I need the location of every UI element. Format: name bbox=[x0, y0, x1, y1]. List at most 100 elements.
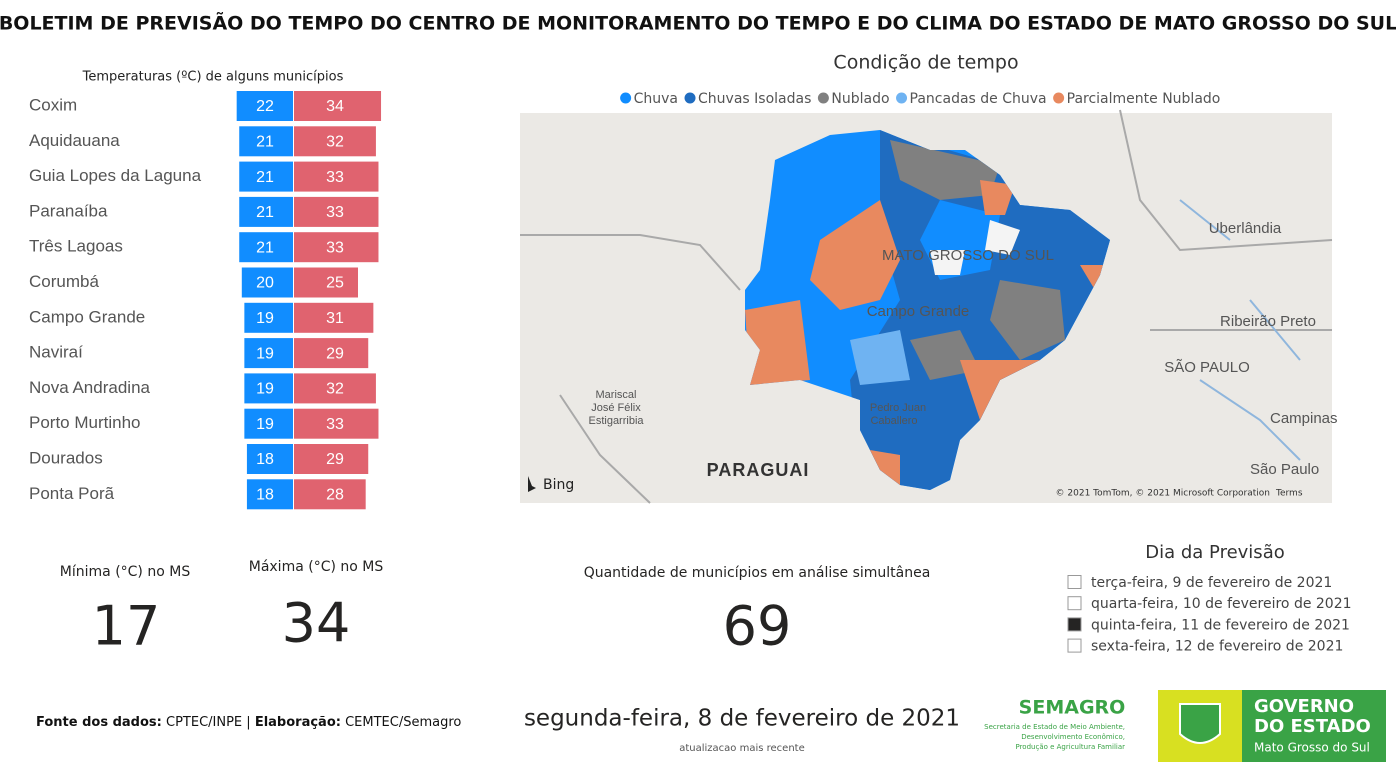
category-label: Guia Lopes da Laguna bbox=[29, 166, 202, 185]
value-label: 21 bbox=[256, 169, 274, 186]
category-label: Três Lagoas bbox=[29, 237, 123, 256]
map-region bbox=[850, 130, 1110, 490]
bar bbox=[294, 232, 379, 263]
bing-icon bbox=[528, 476, 536, 492]
value-label: 33 bbox=[326, 204, 344, 221]
bar bbox=[294, 444, 369, 474]
bar bbox=[241, 267, 293, 298]
map-label: Uberlândia bbox=[1209, 220, 1282, 237]
bar bbox=[294, 91, 382, 121]
category-label: Corumbá bbox=[29, 272, 99, 291]
bar bbox=[244, 302, 293, 333]
bar bbox=[294, 267, 358, 298]
kpi-label: Máxima (°C) no MS bbox=[249, 559, 384, 575]
governo-text: DO ESTADO bbox=[1254, 716, 1371, 737]
footer-text: CPTEC/INPE bbox=[166, 715, 242, 730]
value-label: 19 bbox=[256, 310, 274, 327]
map-attribution: © 2021 TomTom, © 2021 Microsoft Corporat… bbox=[1056, 489, 1270, 499]
bar bbox=[239, 161, 293, 192]
value-label: 33 bbox=[326, 416, 344, 433]
bar bbox=[244, 338, 293, 369]
legend-label: Chuva bbox=[634, 91, 678, 107]
chart-title: Temperaturas (ºC) de alguns municípios bbox=[82, 70, 344, 85]
category-label: Ponta Porã bbox=[29, 484, 115, 503]
semagro-subtitle: Produção e Agricultura Familiar bbox=[1015, 743, 1125, 751]
legend-dot bbox=[684, 92, 696, 104]
map-label: São Paulo bbox=[1250, 461, 1319, 478]
checkbox[interactable] bbox=[1067, 596, 1082, 611]
category-label: Coxim bbox=[29, 95, 77, 114]
map-region bbox=[980, 180, 1015, 215]
value-label: 32 bbox=[326, 134, 344, 151]
value-label: 33 bbox=[326, 239, 344, 256]
bar bbox=[239, 196, 293, 227]
bar bbox=[294, 408, 379, 439]
map-terms[interactable]: Terms bbox=[1275, 489, 1303, 499]
map-label: Estigarribia bbox=[588, 415, 644, 427]
bar bbox=[294, 338, 369, 369]
slicer-option[interactable]: quarta-feira, 10 de fevereiro de 2021 bbox=[1091, 596, 1352, 612]
footer-text: CEMTEC/Semagro bbox=[345, 715, 461, 730]
bar bbox=[239, 232, 293, 263]
map-label: PARAGUAI bbox=[707, 460, 810, 480]
map-label: Ribeirão Preto bbox=[1220, 313, 1316, 330]
value-label: 19 bbox=[256, 381, 274, 398]
bar bbox=[244, 408, 293, 439]
category-label: Dourados bbox=[29, 448, 103, 467]
category-label: Porto Murtinho bbox=[29, 413, 141, 432]
semagro-subtitle: Secretaria de Estado de Meio Ambiente, bbox=[984, 723, 1125, 731]
value-label: 22 bbox=[256, 98, 274, 115]
bar bbox=[239, 126, 293, 157]
slicer-option[interactable]: terça-feira, 9 de fevereiro de 2021 bbox=[1091, 575, 1332, 591]
slicer-title: Dia da Previsão bbox=[1145, 542, 1284, 563]
checkbox[interactable] bbox=[1067, 638, 1082, 653]
map-label: SÃO PAULO bbox=[1164, 359, 1250, 376]
map-region bbox=[810, 200, 900, 310]
map-region bbox=[745, 300, 810, 385]
map-label: Campo Grande bbox=[867, 303, 970, 320]
bar bbox=[246, 444, 293, 474]
value-label: 21 bbox=[256, 204, 274, 221]
value-label: 21 bbox=[256, 134, 274, 151]
bar bbox=[294, 373, 376, 404]
legend-dot bbox=[1053, 92, 1065, 104]
kpi-value: 34 bbox=[282, 592, 351, 655]
legend-label: Nublado bbox=[831, 91, 889, 107]
category-label: Paranaíba bbox=[29, 201, 108, 220]
date-slicer: terça-feira, 9 de fevereiro de 2021 quart… bbox=[1067, 575, 1352, 655]
value-label: 28 bbox=[326, 487, 344, 504]
map-label: MATO GROSSO DO SUL bbox=[882, 247, 1054, 264]
value-label: 33 bbox=[326, 169, 344, 186]
kpi-value: 69 bbox=[723, 595, 792, 658]
page-title: BOLETIM DE PREVISÃO DO TEMPO DO CENTRO D… bbox=[0, 11, 1396, 35]
map-region bbox=[850, 330, 910, 385]
category-label: Campo Grande bbox=[29, 307, 145, 326]
governo-text: Mato Grosso do Sul bbox=[1254, 741, 1370, 755]
value-label: 31 bbox=[326, 310, 344, 327]
map-region bbox=[890, 140, 1000, 200]
map-region bbox=[985, 220, 1020, 255]
checkbox[interactable] bbox=[1067, 575, 1082, 589]
checkbox[interactable] bbox=[1067, 617, 1082, 632]
governo-text: GOVERNO bbox=[1254, 696, 1354, 717]
map-region bbox=[930, 250, 965, 275]
map-border bbox=[520, 109, 1333, 504]
value-label: 19 bbox=[256, 345, 274, 362]
bing-label: Bing bbox=[543, 477, 574, 493]
footer-caption: atualizacao mais recente bbox=[679, 743, 805, 754]
category-label: Nova Andradina bbox=[29, 378, 151, 397]
map-label: Campinas bbox=[1270, 410, 1338, 427]
bar bbox=[294, 479, 366, 510]
slicer-option[interactable]: quinta-feira, 11 de fevereiro de 2021 bbox=[1091, 617, 1350, 633]
slicer-option[interactable]: sexta-feira, 12 de fevereiro de 2021 bbox=[1091, 639, 1343, 655]
value-label: 20 bbox=[256, 275, 274, 292]
bar bbox=[236, 91, 293, 121]
value-label: 25 bbox=[326, 275, 344, 292]
legend-label: Pancadas de Chuva bbox=[910, 91, 1047, 107]
map-label: Pedro Juan bbox=[870, 402, 926, 414]
value-label: 29 bbox=[326, 451, 344, 468]
bar bbox=[294, 161, 379, 192]
footer-text: Elaboração: bbox=[255, 715, 341, 730]
map-river bbox=[1179, 199, 1301, 461]
value-label: 29 bbox=[326, 345, 344, 362]
